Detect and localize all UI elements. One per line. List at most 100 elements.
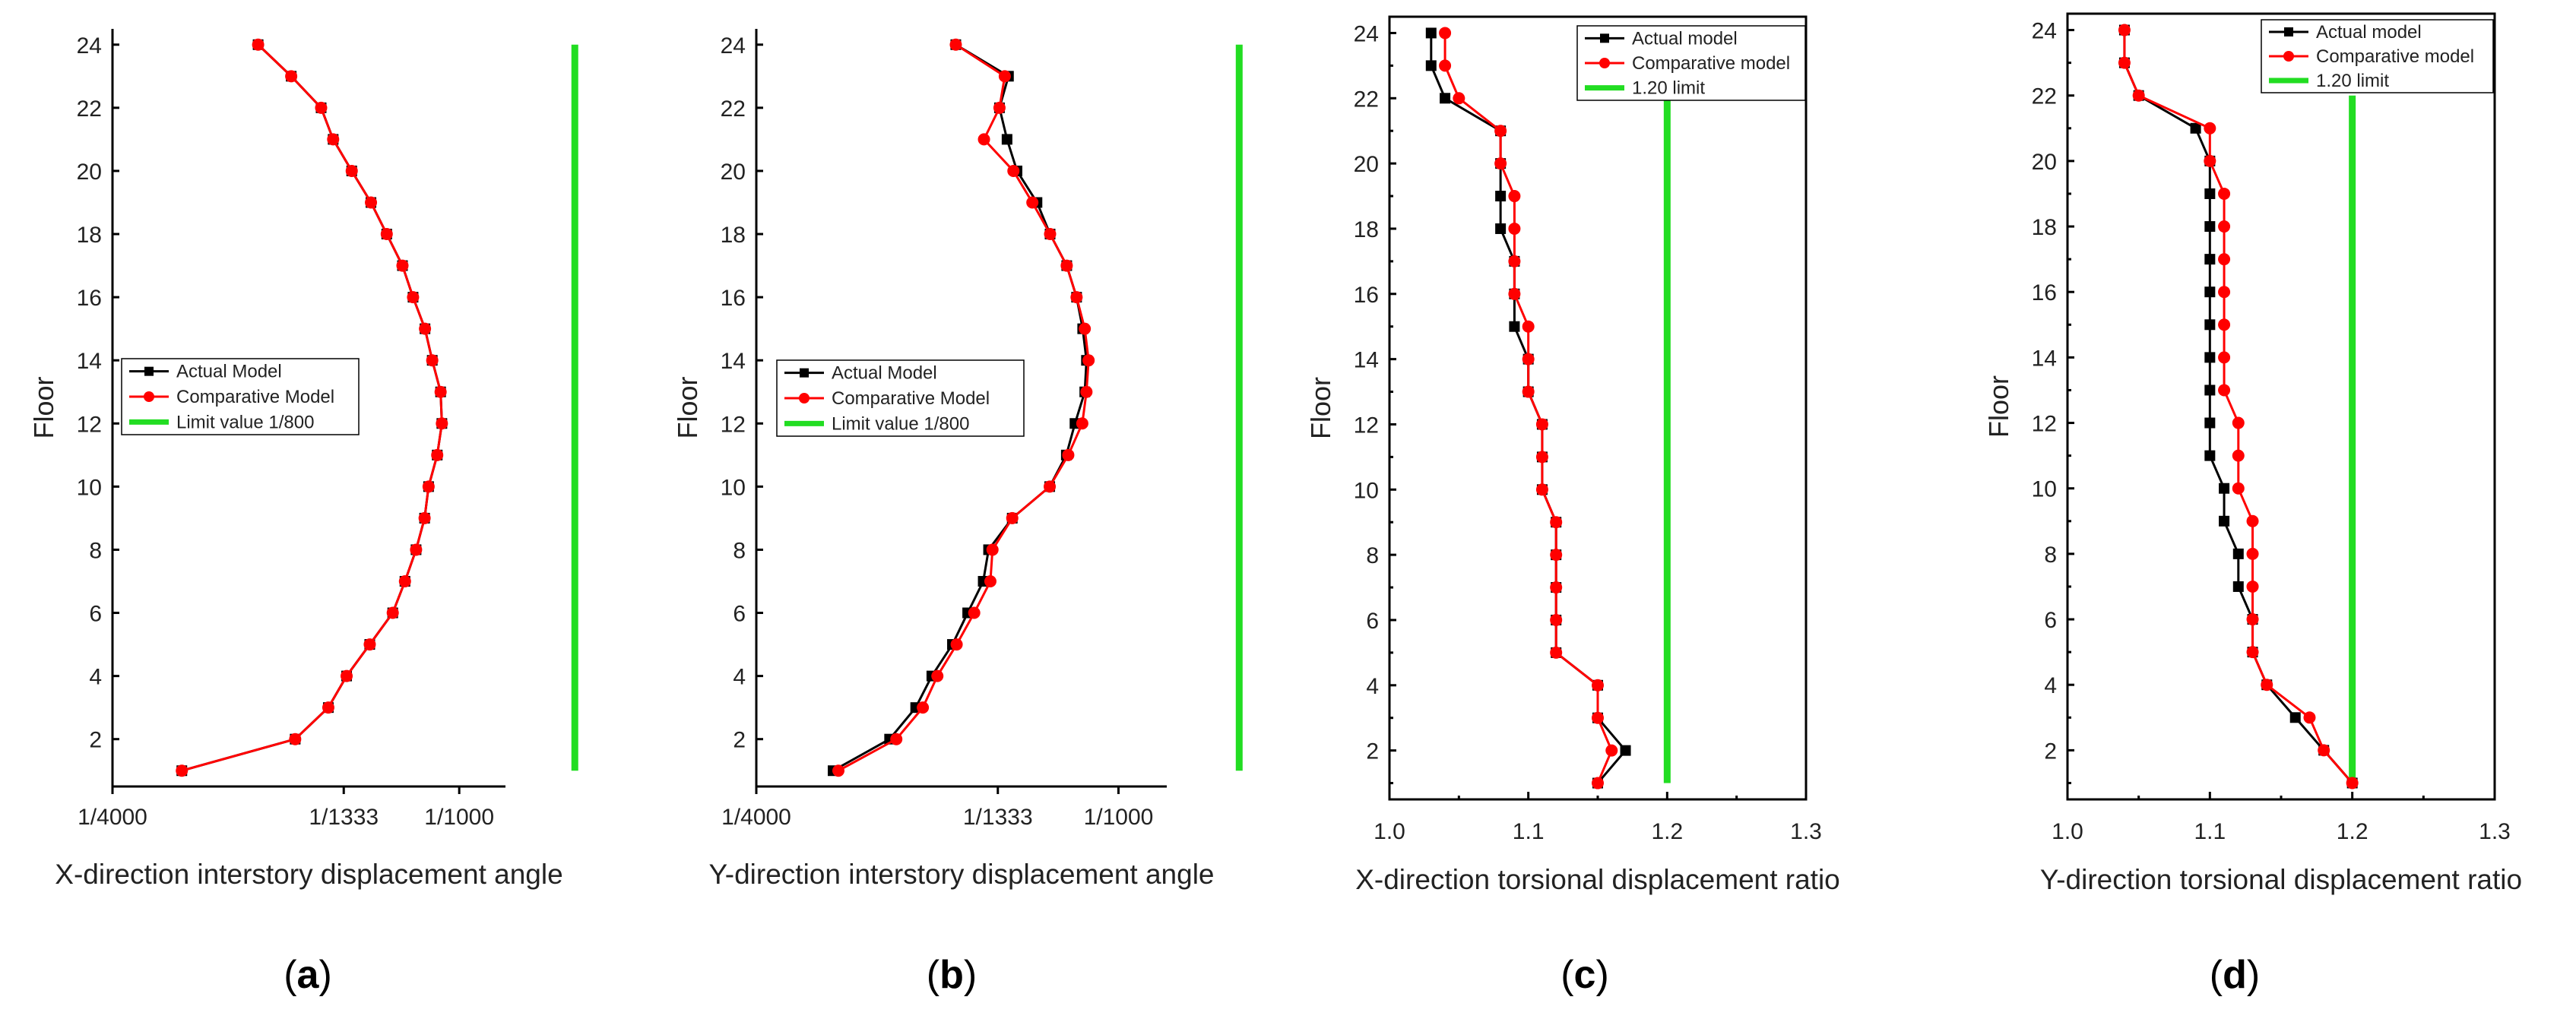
y-tick-label: 4 [1366,674,1379,699]
comparative-point [1044,228,1057,241]
y-tick-label: 22 [1354,87,1379,112]
comparative-point [1060,259,1073,272]
comparative-point [2118,56,2131,69]
comparative-point [917,701,930,714]
comparative-point [2303,711,2316,724]
comparative-point [2246,613,2259,626]
y-tick-label: 20 [2032,150,2057,175]
comparative-point [2218,286,2231,299]
comparative-point [2246,646,2259,659]
plot-frame [2066,12,2496,801]
comparative-point [2261,679,2273,691]
comparative-series-line [1443,33,1613,784]
comparative-point [1006,511,1019,524]
actual-point [1495,191,1507,202]
comparative-point [1550,516,1563,529]
legend-label: Actual Model [832,363,937,384]
comparative-point [1062,448,1075,461]
comparative-point [832,764,844,777]
comparative-point [2232,449,2245,462]
comparative-point [1522,320,1535,333]
comparative-point [345,164,358,177]
comparative-point [2218,384,2231,397]
comparative-point [1592,679,1604,691]
comparative-point [2318,744,2330,757]
comparative-point [285,70,298,83]
comparative-point [2218,318,2231,331]
legend-square-marker [2284,27,2293,36]
actual-point [2204,254,2216,265]
y-tick-label: 14 [77,349,102,374]
comparative-point [1044,480,1057,493]
comparative-point [890,733,903,745]
comparative-point [2218,351,2231,364]
x-tick-label: 1/1333 [309,805,379,830]
comparative-point [1522,353,1535,366]
y-tick-label: 24 [77,33,102,59]
comparative-point [977,133,990,146]
legend-square-marker [800,368,809,378]
comparative-point [418,511,431,524]
panel-caption: (c) [1560,953,1609,997]
actual-point [2204,417,2216,429]
legend-circle-marker [144,391,154,402]
y-tick-label: 16 [2032,280,2057,305]
y-axis-label: Floor [672,376,703,438]
comparative-point [2346,777,2359,790]
comparative-point [431,448,444,461]
comparative-point [1535,483,1548,496]
y-tick-label: 14 [1354,348,1379,373]
actual-point [1425,27,1437,39]
comparative-point [1439,27,1452,40]
y-tick-label: 22 [2032,84,2057,109]
actual-point [2204,319,2216,331]
comparative-series-line [2123,30,2353,784]
y-tick-label: 2 [733,728,746,753]
comparative-point [1550,581,1563,594]
y-tick-label: 8 [733,538,746,563]
legend: Actual model Comparative model 1.20 limit [1576,25,1806,101]
comparative-point [1550,613,1563,626]
actual-point [2219,515,2230,527]
legend-circle-marker [2283,51,2294,62]
comparative-point [2246,514,2259,527]
comparative-point [1079,322,1092,335]
comparative-point [289,733,302,745]
comparative-point [1522,385,1535,398]
comparative-point [419,322,432,335]
panel-caption: (a) [284,953,332,997]
y-tick-label: 10 [2032,477,2057,502]
legend-square-marker [1600,33,1609,43]
comparative-point [322,701,334,714]
actual-point [2204,352,2216,363]
y-tick-label: 10 [721,475,746,500]
comparative-point [2218,253,2231,266]
y-tick-label: 8 [2044,543,2057,568]
y-tick-label: 12 [2032,412,2057,437]
actual-point [1495,223,1507,234]
y-tick-label: 2 [89,728,102,753]
comparative-point [1080,385,1093,398]
comparative-point [998,70,1011,83]
comparative-point [1535,451,1548,464]
y-tick-label: 18 [1354,217,1379,242]
comparative-point [2218,187,2231,200]
comparative-point [365,196,378,209]
comparative-point [968,606,981,619]
actual-series-line [1430,33,1627,784]
comparative-point [2232,482,2245,495]
comparative-point [327,133,340,146]
legend: Actual Model Comparative Model Limit value… [776,359,1025,437]
y-tick-label: 18 [721,223,746,248]
comparative-point [1026,196,1039,209]
y-tick-label: 24 [2032,19,2057,44]
y-tick-label: 24 [1354,21,1379,46]
comparative-point [2232,416,2245,429]
comparative-point [1082,354,1095,367]
y-tick-label: 6 [2044,608,2057,633]
actual-point [2232,548,2244,559]
y-tick-label: 2 [2044,739,2057,764]
